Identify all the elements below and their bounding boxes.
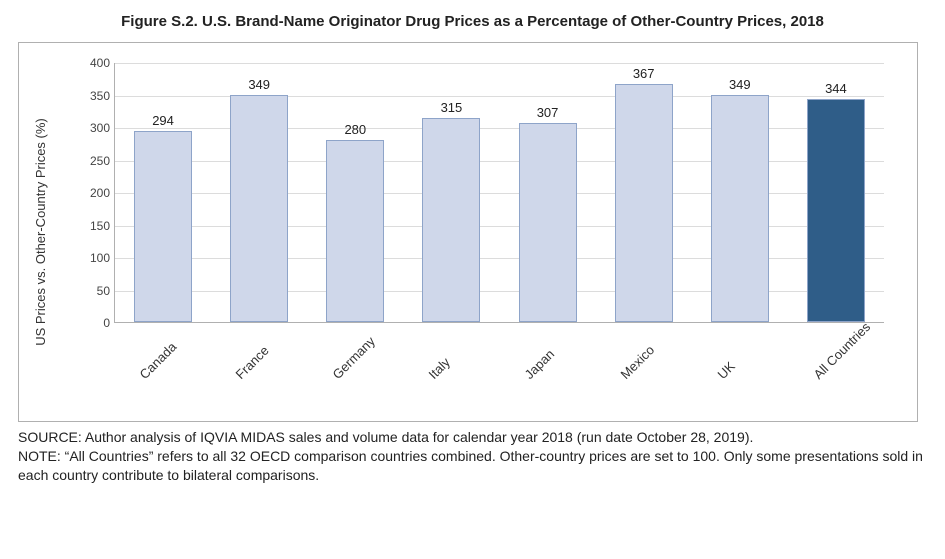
bars-container: 294 349 280 315 307 367 349 344 — [115, 63, 884, 322]
bar-value-label: 294 — [152, 113, 174, 128]
bar-slot: 367 — [596, 63, 692, 322]
bar-slot: 344 — [788, 63, 884, 322]
plot-area: 294 349 280 315 307 367 349 344 — [114, 63, 884, 323]
bar-value-label: 349 — [729, 77, 751, 92]
y-tick-label: 200 — [90, 186, 110, 200]
x-axis: CanadaFranceGermanyItalyJapanMexicoUKAll… — [114, 325, 884, 348]
y-axis: 050100150200250300350400 — [79, 63, 114, 323]
bar-slot: 315 — [403, 63, 499, 322]
bar-value-label: 367 — [633, 66, 655, 81]
bar — [615, 84, 673, 323]
bar-slot: 307 — [500, 63, 596, 322]
bar — [134, 131, 192, 322]
source-text: SOURCE: Author analysis of IQVIA MIDAS s… — [18, 428, 923, 447]
bar — [519, 123, 577, 323]
y-tick-label: 250 — [90, 154, 110, 168]
footnotes: SOURCE: Author analysis of IQVIA MIDAS s… — [18, 428, 923, 485]
bar-slot: 294 — [115, 63, 211, 322]
bar-value-label: 315 — [441, 100, 463, 115]
y-tick-label: 100 — [90, 251, 110, 265]
note-text: NOTE: “All Countries” refers to all 32 O… — [18, 447, 923, 485]
bar-slot: 280 — [307, 63, 403, 322]
bar — [326, 140, 384, 322]
bar — [711, 95, 769, 322]
y-tick-label: 150 — [90, 219, 110, 233]
bar — [807, 99, 865, 323]
bar — [230, 95, 288, 322]
y-tick-label: 350 — [90, 89, 110, 103]
bar-value-label: 349 — [248, 77, 270, 92]
bar-value-label: 344 — [825, 81, 847, 96]
figure-title: Figure S.2. U.S. Brand-Name Originator D… — [63, 12, 883, 32]
bar-slot: 349 — [692, 63, 788, 322]
y-axis-label: US Prices vs. Other-Country Prices (%) — [33, 102, 49, 362]
chart-frame: US Prices vs. Other-Country Prices (%) 0… — [18, 42, 918, 422]
y-tick-label: 300 — [90, 121, 110, 135]
y-tick-label: 50 — [97, 284, 110, 298]
y-tick-label: 0 — [103, 316, 110, 330]
bar-value-label: 280 — [344, 122, 366, 137]
bar-slot: 349 — [211, 63, 307, 322]
bar — [422, 118, 480, 323]
bar-value-label: 307 — [537, 105, 559, 120]
y-tick-label: 400 — [90, 56, 110, 70]
